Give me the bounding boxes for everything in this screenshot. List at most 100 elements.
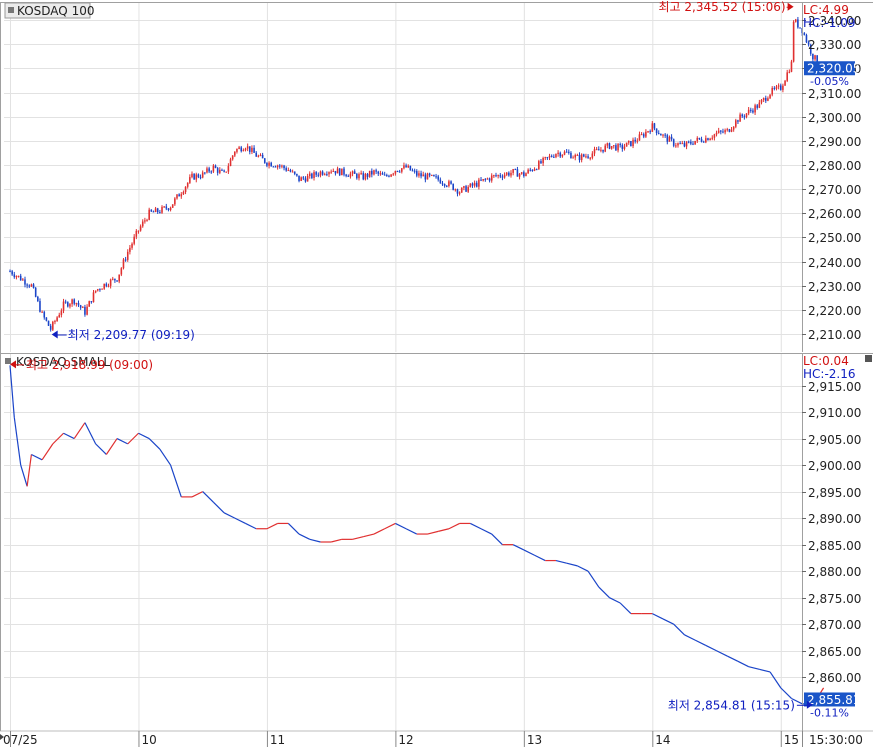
candle-body: [353, 171, 356, 174]
candle: [259, 153, 262, 157]
candle: [642, 132, 645, 139]
pane-collapse-icon[interactable]: [865, 355, 872, 362]
candle: [475, 180, 478, 188]
candle-body: [649, 131, 651, 133]
candle: [276, 164, 279, 170]
candle: [377, 170, 380, 177]
candle: [619, 142, 621, 148]
candle-body: [709, 138, 711, 141]
candle-body: [334, 170, 337, 174]
candle-body: [45, 317, 48, 321]
candle-body: [338, 168, 341, 176]
candle-body: [516, 169, 519, 177]
high-annotation: 최고 2,345.52 (15:06): [659, 0, 794, 14]
candle: [236, 148, 238, 154]
candle: [597, 146, 600, 151]
candle-body: [231, 155, 234, 160]
candle-body: [386, 174, 388, 176]
candle-body: [41, 311, 43, 313]
candle-body: [364, 173, 367, 180]
candle: [26, 283, 28, 289]
candle-body: [381, 173, 384, 175]
candle: [473, 180, 476, 188]
candle-body: [600, 149, 602, 151]
candle: [34, 286, 37, 298]
pane-title: KOSDAQ SMALL: [5, 355, 110, 369]
candle-body: [124, 259, 127, 261]
candle: [779, 83, 782, 91]
candle-body: [118, 274, 120, 282]
candle-body: [225, 171, 228, 173]
line-segment: [512, 544, 525, 551]
line-segment: [63, 432, 75, 440]
line-segment: [523, 549, 535, 556]
candle: [490, 173, 493, 183]
candle: [47, 320, 50, 326]
candle-body: [559, 152, 562, 157]
candle: [266, 162, 268, 168]
candle-body: [219, 169, 221, 173]
candle-body: [784, 80, 786, 86]
candle: [197, 173, 200, 179]
scroll-left-icon[interactable]: [0, 734, 4, 740]
line-segment: [534, 554, 546, 562]
y-tick-label: 2,290.00: [808, 135, 861, 149]
candle-body: [345, 174, 347, 176]
candle: [465, 184, 467, 193]
candle-body: [165, 206, 168, 209]
candle: [248, 146, 251, 155]
candle: [403, 162, 405, 170]
candle-body: [580, 154, 583, 161]
candle: [321, 170, 324, 176]
candle-body: [133, 236, 135, 244]
candle-body: [356, 173, 358, 179]
candle-body: [212, 165, 215, 172]
candle: [67, 301, 69, 308]
candle: [285, 166, 287, 172]
candle: [749, 107, 752, 113]
low-annotation: 최저 2,209.77 (09:19): [51, 328, 195, 342]
candle-body: [54, 321, 56, 323]
candle-body: [28, 285, 31, 287]
candle-body: [189, 177, 191, 183]
candle-body: [362, 173, 365, 180]
candle-body: [122, 259, 125, 269]
candle: [627, 140, 630, 145]
line-segment: [726, 655, 739, 662]
line-segment: [759, 668, 771, 673]
candle-body: [523, 172, 525, 177]
candle: [527, 168, 529, 174]
candle-body: [428, 173, 431, 176]
line-segment: [95, 443, 107, 455]
candle-body: [758, 102, 761, 108]
candle-body: [717, 130, 720, 133]
candle: [41, 310, 43, 313]
candle: [655, 128, 658, 136]
candle: [681, 140, 684, 145]
candle-body: [248, 146, 251, 152]
candle: [525, 172, 527, 177]
candle: [221, 168, 223, 171]
candle-body: [771, 88, 774, 95]
high-arrow-icon: [787, 2, 794, 11]
candle: [698, 137, 701, 140]
candle-body: [730, 129, 733, 132]
lc-label: LC:0.04: [803, 354, 849, 368]
line-segment: [287, 523, 300, 535]
line-segment: [309, 538, 321, 543]
candle-body: [561, 154, 564, 157]
candle-body: [621, 145, 624, 149]
candle: [497, 174, 499, 179]
candle-body: [499, 175, 502, 177]
candle: [204, 172, 206, 175]
candle: [349, 171, 352, 179]
candle-body: [786, 72, 788, 81]
candle: [13, 271, 16, 279]
candle: [546, 156, 549, 160]
line-segment: [769, 671, 782, 689]
line-segment: [791, 697, 803, 705]
candle-body: [587, 156, 589, 158]
candle: [229, 157, 232, 167]
candle: [135, 229, 138, 240]
candle: [696, 136, 699, 143]
